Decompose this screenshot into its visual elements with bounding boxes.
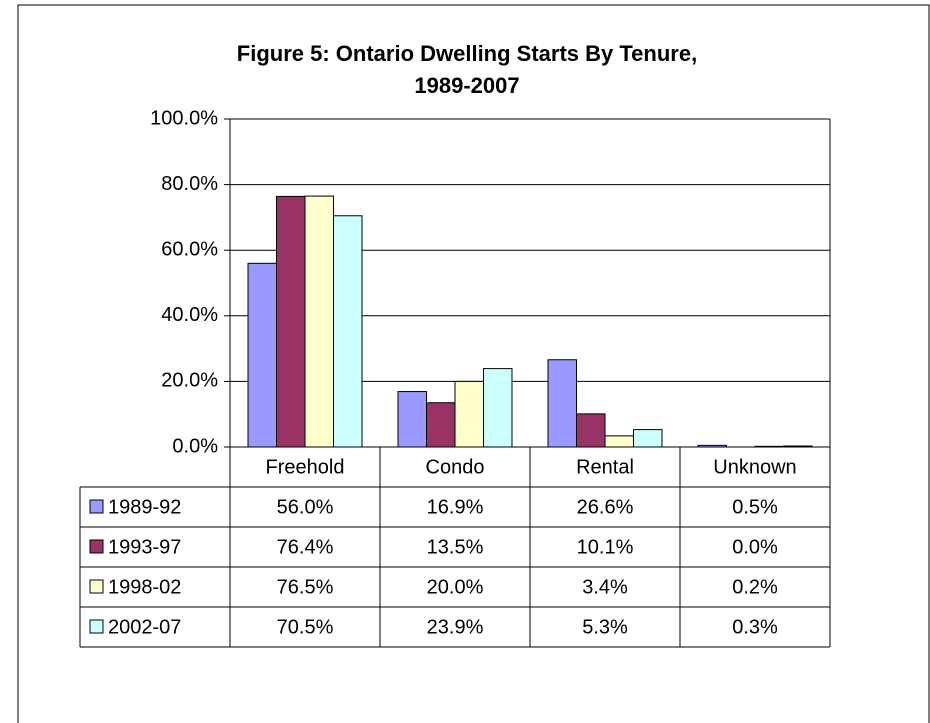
x-tick-label: Unknown	[713, 456, 796, 478]
bar	[247, 262, 277, 448]
data-label: 16.9%	[427, 496, 484, 518]
bar	[276, 195, 306, 448]
data-label: 26.6%	[577, 496, 634, 518]
bar	[397, 391, 427, 448]
data-label: 20.0%	[427, 576, 484, 598]
data-label: 0.3%	[732, 616, 778, 638]
legend-swatch	[89, 579, 104, 594]
legend-swatch	[89, 619, 104, 634]
legend-label: 1998-02	[108, 576, 181, 598]
legend-label: 1989-92	[108, 496, 181, 518]
bar	[454, 380, 484, 448]
data-label: 23.9%	[427, 616, 484, 638]
data-label: 10.1%	[577, 536, 634, 558]
legend-swatch	[89, 499, 104, 514]
x-tick-label: Freehold	[266, 456, 345, 478]
legend-label: 1993-97	[108, 536, 181, 558]
data-label: 76.5%	[277, 576, 334, 598]
data-label: 70.5%	[277, 616, 334, 638]
legend-label: 2002-07	[108, 616, 181, 638]
y-tick-label: 100.0%	[150, 107, 218, 129]
legend-swatch	[89, 539, 104, 554]
bar	[633, 429, 663, 448]
y-tick-label: 20.0%	[161, 370, 218, 392]
x-tick-label: Rental	[576, 456, 634, 478]
bar	[576, 413, 606, 448]
data-label: 0.0%	[732, 536, 778, 558]
data-label: 3.4%	[582, 576, 628, 598]
bar	[547, 359, 577, 448]
chart-border	[17, 4, 930, 723]
data-label: 5.3%	[582, 616, 628, 638]
bar	[304, 195, 334, 448]
bar	[333, 215, 363, 448]
bar	[483, 368, 513, 448]
y-tick-label: 60.0%	[161, 238, 218, 260]
y-tick-label: 80.0%	[161, 173, 218, 195]
bar	[604, 435, 634, 448]
x-tick-label: Condo	[426, 456, 485, 478]
chart-title: Figure 5: Ontario Dwelling Starts By Ten…	[236, 41, 698, 98]
y-tick-label: 40.0%	[161, 304, 218, 326]
data-label: 76.4%	[277, 536, 334, 558]
data-label: 56.0%	[277, 496, 334, 518]
data-label: 0.2%	[732, 576, 778, 598]
data-label: 0.5%	[732, 496, 778, 518]
data-label: 13.5%	[427, 536, 484, 558]
y-tick-label: 0.0%	[172, 435, 218, 457]
bar	[426, 402, 456, 448]
